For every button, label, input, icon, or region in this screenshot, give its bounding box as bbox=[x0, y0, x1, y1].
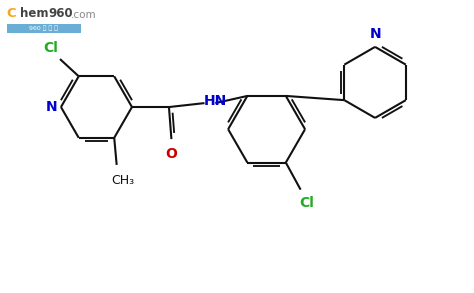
Text: CH₃: CH₃ bbox=[111, 174, 134, 187]
Text: 960: 960 bbox=[48, 7, 73, 20]
Text: 960 化 工 网: 960 化 工 网 bbox=[29, 25, 58, 31]
Text: HN: HN bbox=[204, 94, 227, 108]
Text: N: N bbox=[369, 27, 381, 41]
Text: hem: hem bbox=[20, 7, 48, 20]
Text: .com: .com bbox=[71, 10, 96, 20]
Text: Cl: Cl bbox=[299, 196, 314, 209]
Text: O: O bbox=[165, 146, 177, 161]
Bar bbox=[7, 24, 81, 33]
Text: Cl: Cl bbox=[44, 41, 59, 55]
Text: C: C bbox=[7, 7, 16, 20]
Text: N: N bbox=[46, 100, 57, 114]
